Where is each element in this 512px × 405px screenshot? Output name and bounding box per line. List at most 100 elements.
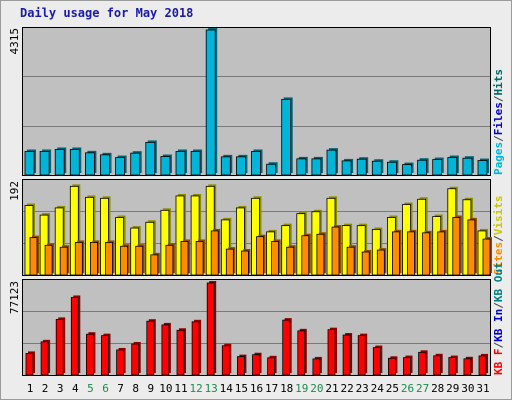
legend-kbf: KB F — [492, 349, 505, 376]
bar-sites — [225, 248, 234, 276]
bar-kb-f — [236, 356, 245, 376]
bar-pages — [477, 160, 488, 176]
bar-pages — [356, 158, 367, 176]
bar-kb-f — [161, 324, 170, 376]
bar-kb-f — [86, 333, 94, 376]
bar-sites — [467, 219, 476, 276]
bar-pages — [190, 151, 201, 176]
x-tick-label: 2 — [42, 382, 49, 395]
x-tick-label: 11 — [174, 382, 187, 395]
bar-sites — [482, 238, 491, 276]
legend-separator: / — [492, 235, 505, 242]
bar-kb-f — [312, 358, 321, 376]
x-tick-label: 22 — [340, 382, 353, 395]
bar-kb-f — [55, 319, 64, 376]
bar-kb-f — [448, 357, 457, 376]
bar-sites — [74, 242, 83, 276]
bar-sites — [90, 242, 98, 276]
bar-sites — [316, 233, 325, 276]
bar-kb-f — [191, 321, 200, 376]
bar-kb-f — [25, 353, 34, 376]
bar-pages — [115, 157, 125, 176]
x-tick-labels: 1 2 3 4 5 6 7 8 9 10 11 12 13 14 15 16 17 18 19 20 21 22 23 24 2… — [27, 382, 490, 395]
bar-sites — [105, 242, 113, 276]
bar-kb-f — [206, 282, 215, 376]
x-tick-label: 17 — [265, 382, 278, 395]
legend-files: Files — [492, 102, 505, 135]
bar-pages — [145, 142, 156, 176]
bar-kb-f — [146, 320, 155, 376]
bar-kb-f — [403, 357, 411, 376]
x-tick-label: 13 — [205, 382, 218, 395]
bar-sites — [286, 246, 295, 276]
bar-sites — [120, 245, 128, 276]
x-tick-label: 6 — [102, 382, 109, 395]
bar-visits — [175, 195, 185, 276]
x-tick-label: 15 — [235, 382, 248, 395]
bar-kb-f — [176, 329, 185, 376]
x-tick-label: 28 — [431, 382, 444, 395]
bar-pages — [24, 151, 35, 176]
x-tick-label: 30 — [461, 382, 474, 395]
x-tick-label: 1 — [27, 382, 34, 395]
bar-pages — [281, 98, 292, 176]
bar-kb-f — [342, 334, 351, 376]
bar-sites — [361, 251, 370, 276]
bars-middle — [24, 184, 492, 276]
bar-sites — [452, 217, 461, 276]
x-tick-label: 9 — [147, 382, 154, 395]
bar-pages — [69, 149, 80, 176]
legend-visits: Visits — [492, 196, 505, 236]
legend-separator: / — [492, 342, 505, 349]
bar-visits — [145, 221, 155, 276]
bar-sites — [422, 232, 431, 276]
bar-visits — [235, 207, 245, 276]
legend-separator: / — [492, 135, 505, 142]
bar-sites — [59, 246, 68, 276]
y-max-label-top: 4315 — [8, 28, 21, 55]
legend-separator: / — [492, 302, 505, 309]
bar-visits — [85, 196, 94, 276]
bar-sites — [346, 246, 355, 276]
x-tick-label: 5 — [87, 382, 94, 395]
legend-kbout: KB Out — [492, 262, 505, 302]
legend-separator: / — [492, 95, 505, 102]
svg-text:KB F/KB In/KB Out: KB F/KB In/KB Out — [492, 262, 505, 375]
bar-pages — [175, 151, 186, 176]
legend-hits: Hits — [492, 69, 505, 96]
bar-sites — [135, 245, 144, 276]
bar-kb-f — [221, 345, 230, 376]
bar-kb-f — [357, 335, 366, 376]
bar-pages — [432, 159, 443, 176]
x-tick-label: 3 — [57, 382, 64, 395]
bar-pages — [311, 158, 322, 176]
bar-sites — [150, 254, 159, 276]
legend-kbin: KB In — [492, 309, 505, 342]
bar-pages — [417, 159, 428, 176]
x-tick-label: 23 — [356, 382, 369, 395]
bar-visits — [69, 185, 79, 276]
legend-sites: Sites — [492, 242, 505, 275]
bar-sites — [256, 236, 264, 276]
legend-bottom: KB F/KB In/KB Out — [492, 262, 505, 375]
bar-pages — [371, 160, 382, 176]
y-max-label-middle: 192 — [8, 181, 21, 201]
bar-kb-f — [297, 330, 306, 376]
bar-pages — [462, 157, 473, 176]
bar-visits — [54, 207, 64, 276]
bar-kb-f — [327, 329, 336, 376]
svg-text:Sites/Visits: Sites/Visits — [492, 196, 505, 276]
bar-pages — [205, 29, 216, 176]
bar-pages — [296, 158, 307, 176]
svg-text:Pages/Files/Hits: Pages/Files/Hits — [492, 69, 505, 175]
bar-pages — [100, 154, 110, 176]
bar-sites — [376, 249, 385, 276]
bar-pages — [235, 156, 246, 176]
bar-sites — [210, 230, 219, 276]
bar-kb-f — [131, 343, 140, 376]
bar-kb-f — [101, 335, 109, 376]
x-tick-label: 20 — [310, 382, 323, 395]
x-tick-label: 29 — [446, 382, 459, 395]
